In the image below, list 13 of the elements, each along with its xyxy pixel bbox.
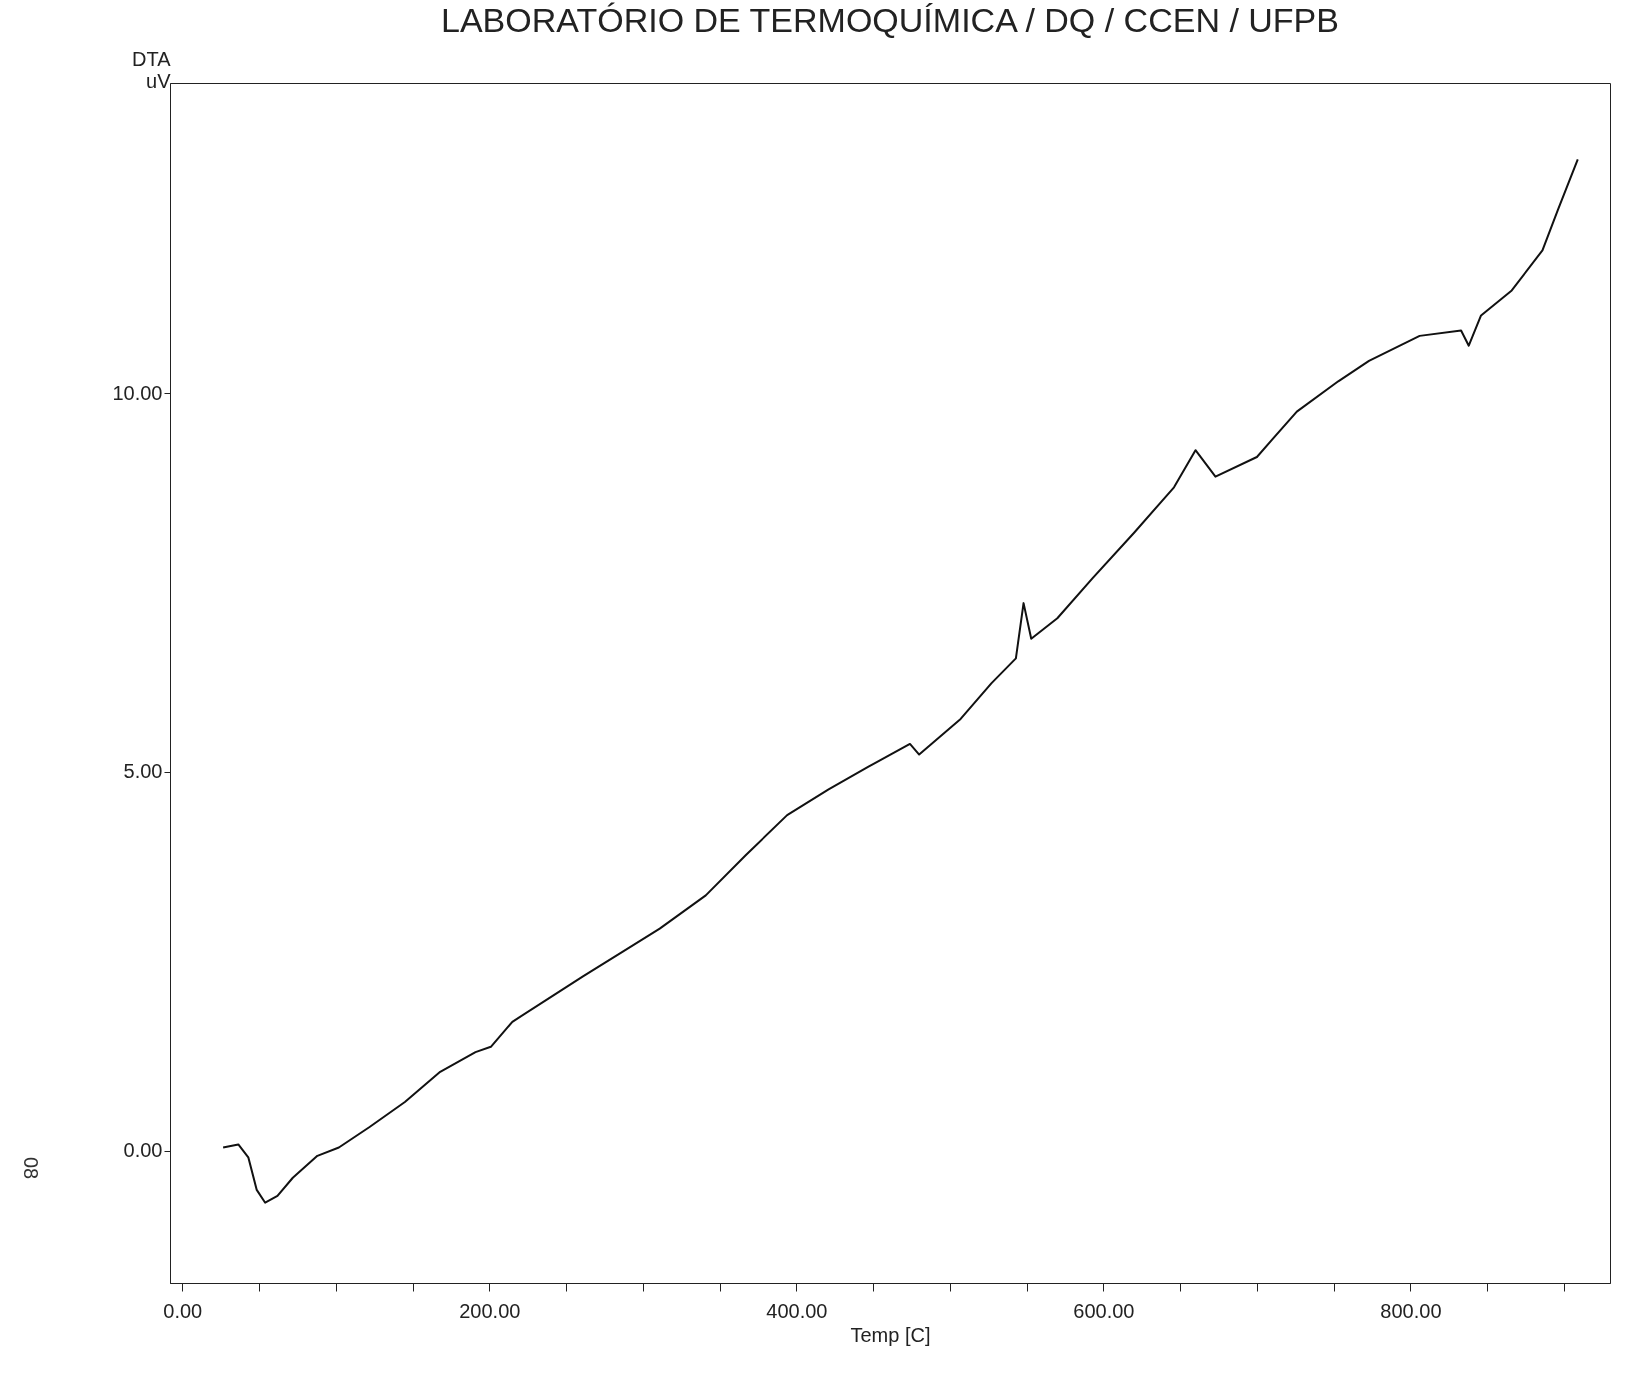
y-tick-label: 0.00 bbox=[123, 1139, 163, 1162]
x-tick-label: 600.00 bbox=[1073, 1299, 1135, 1322]
y-axis-title: DTA uV bbox=[131, 47, 172, 92]
text: 08 bbox=[20, 1156, 42, 1180]
line-series bbox=[222, 158, 1579, 1204]
x-tick-label: 800.00 bbox=[1380, 1299, 1442, 1322]
x-tick-label: 200.00 bbox=[459, 1299, 521, 1322]
x-tick-label: 0.00 bbox=[163, 1299, 203, 1322]
y-tick-label: 10.00 bbox=[112, 381, 163, 404]
x-axis-title: Temp [C] bbox=[850, 1323, 931, 1346]
y-tick-label: 5.00 bbox=[123, 760, 163, 783]
x-tick-label: 400.00 bbox=[766, 1299, 828, 1322]
chart-title: LABORATÓRIO DE TERMOQUÍMICA / DQ / CCEN / UFPB bbox=[441, 1, 1339, 39]
